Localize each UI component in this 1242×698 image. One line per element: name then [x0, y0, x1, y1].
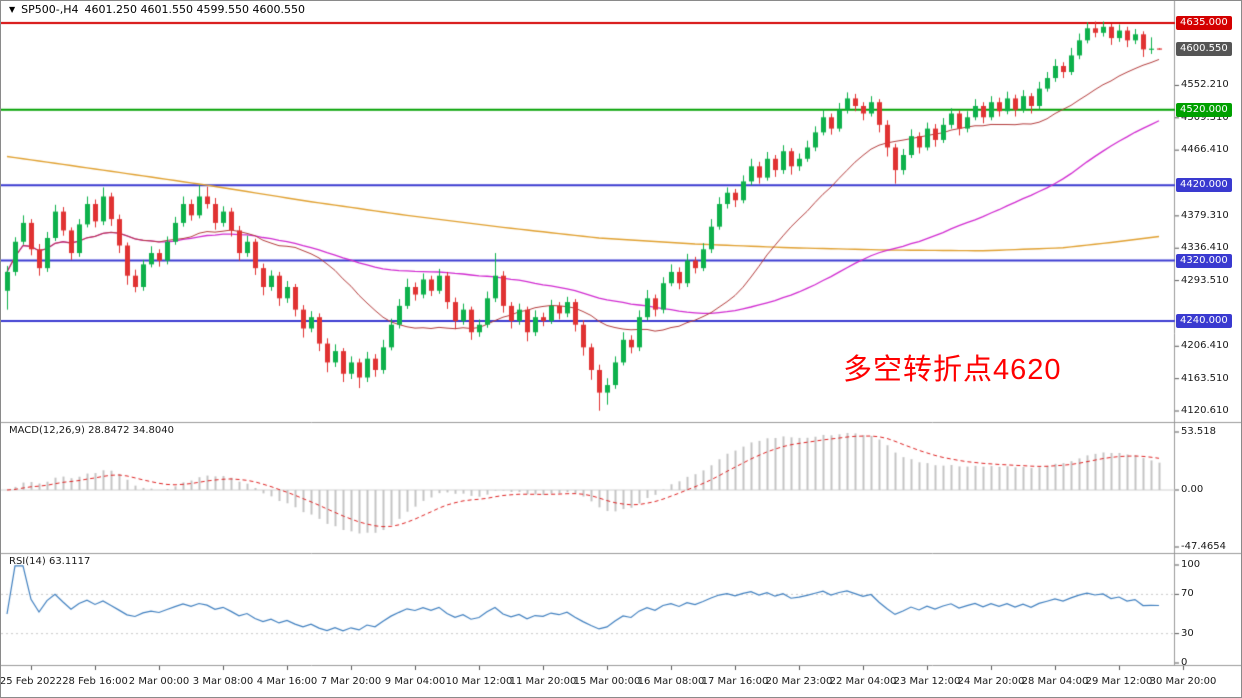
rsi-indicator-label: RSI(14) 63.1117 — [9, 556, 91, 567]
chart-dropdown-triangle-icon[interactable]: ▼ — [9, 5, 16, 14]
annotation-text: 多空转折点4620 — [843, 354, 1062, 386]
symbol-timeframe-label: SP500-,H4 — [21, 3, 79, 16]
symbol-title: ▼ SP500-,H4 4601.250 4601.550 4599.550 4… — [9, 3, 305, 16]
symbol-ohlc-values: 4601.250 4601.550 4599.550 4600.550 — [84, 3, 305, 16]
macd-indicator-label: MACD(12,26,9) 28.8472 34.8040 — [9, 425, 175, 436]
